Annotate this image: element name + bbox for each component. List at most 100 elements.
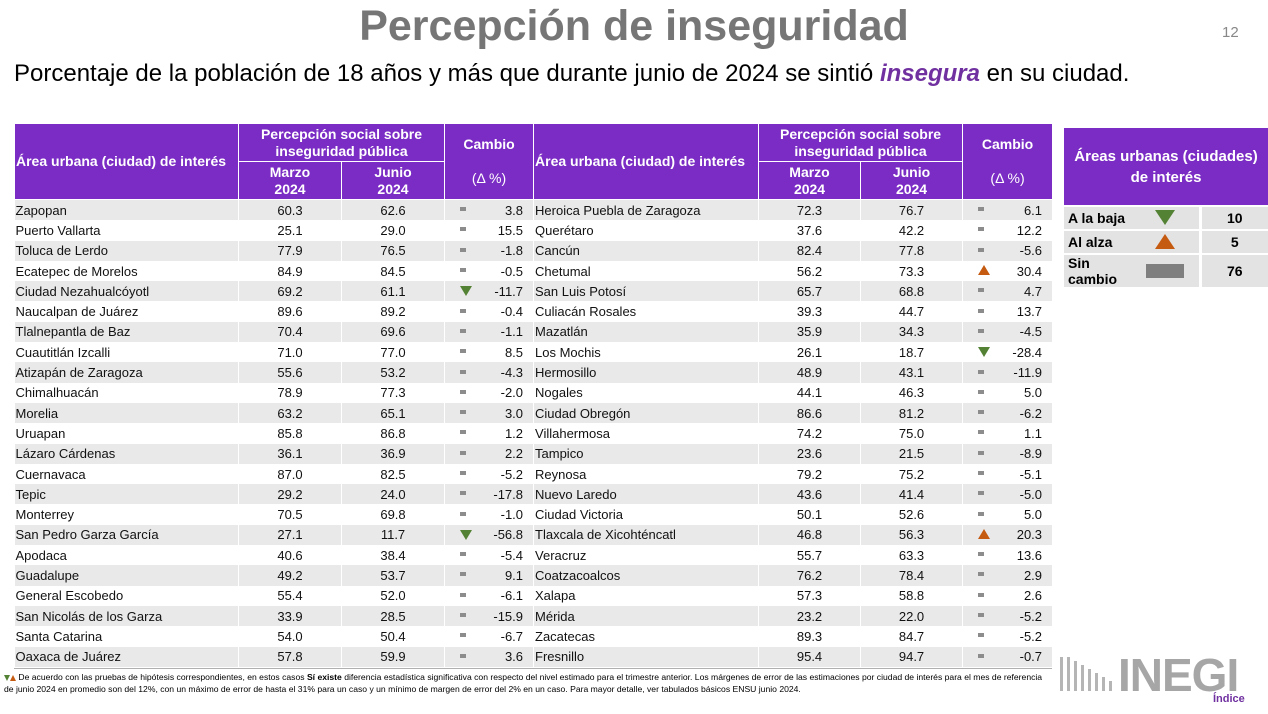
city-name: Veracruz [533,545,760,566]
change-value: -6.2 [1019,405,1043,421]
change-value: 30.4 [1016,263,1043,279]
change-value: 20.3 [1016,527,1043,543]
change-cell: -5.6 [962,240,1054,261]
change-cell: -11.7 [444,281,535,302]
change-value: 5.0 [1023,507,1043,523]
change-cell: 5.0 [962,382,1054,403]
city-name: San Pedro Garza García [14,524,239,546]
data-table: Área urbana (ciudad) de interés Percepci… [14,123,1054,667]
change-indicator [460,552,467,557]
change-cell: -6.1 [444,585,535,606]
change-cell: 8.5 [444,342,535,363]
table-row: Chimalhuacán 78.9 77.3 -2.0 Nogales 44.1 46.3 5… [14,382,1054,403]
june-value: 94.7 [860,646,964,667]
city-name: Coatzacoalcos [533,565,760,586]
change-value: 6.1 [1023,202,1043,218]
change-cell: 3.0 [444,402,535,424]
city-name: Tlaxcala de Xicohténcatl [533,524,760,546]
june-value: 53.2 [341,362,446,383]
city-name: Zapopan [14,199,239,221]
change-cell: -17.8 [444,484,535,505]
march-value: 89.6 [238,301,342,322]
june-value: 58.8 [860,585,964,606]
june-value: 52.6 [860,504,964,525]
change-value: -4.5 [1019,324,1043,340]
march-value: 95.4 [758,646,862,667]
change-indicator [460,653,467,658]
city-name: San Nicolás de los Garza [14,605,239,627]
city-name: General Escobedo [14,585,239,606]
june-value: 76.7 [860,199,964,221]
header-text: (Δ %) [990,170,1025,186]
city-name: Uruapan [14,423,239,444]
header-cell: Cambio (Δ %) [962,123,1054,200]
table-row: Apodaca 40.6 38.4 -5.4 Veracruz 55.7 63.3 13.6 [14,545,1054,566]
city-name: Mérida [533,605,760,627]
change-indicator [460,410,467,415]
index-link[interactable]: Índice [1213,693,1245,705]
june-value: 28.5 [341,605,446,627]
june-value: 34.3 [860,321,964,343]
march-value: 55.7 [758,545,862,566]
change-value: -0.7 [1019,649,1043,665]
summary-count: 10 [1198,205,1268,230]
change-value: 13.6 [1016,547,1043,563]
june-value: 73.3 [860,260,964,282]
change-cell: -5.1 [962,463,1054,485]
change-cell: -4.3 [444,362,535,383]
change-value: -11.9 [1013,365,1043,381]
city-name: Atizapán de Zaragoza [14,362,239,383]
table-row: Cuautitlán Izcalli 71.0 77.0 8.5 Los Mochis 2… [14,342,1054,363]
june-value: 76.5 [341,240,446,261]
change-indicator [460,308,467,313]
june-value: 21.5 [860,443,964,464]
change-cell: 5.0 [962,504,1054,525]
march-value: 76.2 [758,565,862,586]
header-cell: Percepción social sobre inseguridad públ… [237,123,446,162]
change-value: 2.2 [504,446,524,462]
city-name: Heroica Puebla de Zaragoza [533,199,760,221]
summary-row: A la baja 10 [1064,205,1268,230]
change-value: -5.6 [1019,243,1043,259]
change-value: -6.1 [500,588,524,604]
change-indicator [460,430,467,435]
change-value: -0.4 [500,304,524,320]
summary-indicator [1146,264,1185,278]
march-value: 23.2 [758,605,862,627]
city-name: Lázaro Cárdenas [14,443,239,464]
city-name: Morelia [14,402,239,424]
march-value: 56.2 [758,260,862,282]
city-name: Ecatepec de Morelos [14,260,239,282]
header-cell: Junio 2024 [340,161,446,200]
city-name: Monterrey [14,504,239,525]
footnote-bold: Sí existe [306,672,342,682]
change-cell: 1.1 [962,423,1054,444]
change-cell: -8.9 [962,443,1054,464]
june-value: 77.0 [341,342,446,363]
june-value: 59.9 [341,646,446,667]
change-cell: -6.7 [444,626,535,647]
june-value: 11.7 [341,524,446,546]
march-value: 55.6 [238,362,342,383]
change-indicator [978,491,985,496]
march-value: 79.2 [758,463,862,485]
change-value: -4.3 [500,365,524,381]
change-indicator [978,528,991,539]
change-cell: 2.6 [962,585,1054,606]
march-value: 29.2 [238,484,342,505]
change-value: -1.8 [500,243,524,259]
march-value: 60.3 [238,199,342,221]
change-cell: -4.5 [962,321,1054,343]
change-indicator [460,227,467,232]
march-value: 85.8 [238,423,342,444]
change-value: -2.0 [500,385,524,401]
june-value: 61.1 [341,281,446,302]
footnote-icon [10,674,16,681]
march-value: 78.9 [238,382,342,403]
march-value: 55.4 [238,585,342,606]
june-value: 82.5 [341,463,446,485]
change-indicator [978,347,991,358]
summary-count: 5 [1198,229,1268,254]
march-value: 77.9 [238,240,342,261]
footnote: De acuerdo con las pruebas de hipótesis … [4,672,1044,695]
